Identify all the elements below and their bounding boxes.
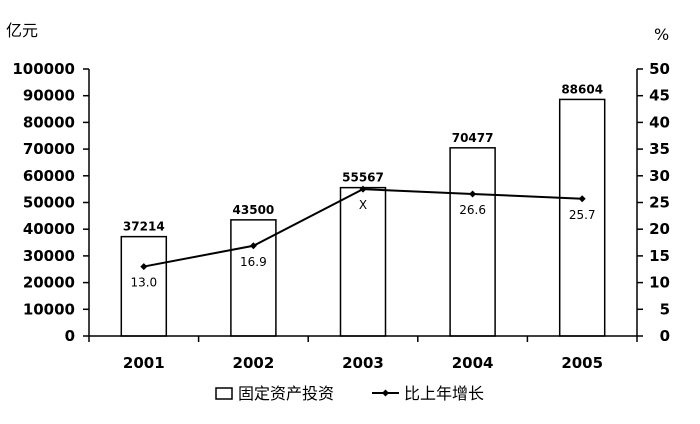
bar-value-label: 43500 — [233, 203, 275, 217]
right-tick-label: 40 — [649, 113, 670, 131]
line-point — [249, 242, 257, 250]
right-tick-label: 25 — [649, 194, 670, 212]
legend-bar-swatch — [215, 387, 233, 400]
legend-line-label: 比上年增长 — [404, 384, 484, 403]
left-tick-label: 40000 — [23, 220, 75, 238]
left-tick-label: 90000 — [23, 87, 75, 105]
x-tick-label: 2005 — [561, 354, 603, 372]
right-tick-label: 35 — [649, 140, 670, 158]
left-tick-label: 30000 — [23, 247, 75, 265]
line-value-label: 25.7 — [569, 208, 596, 222]
legend-bar-label: 固定资产投资 — [238, 384, 334, 403]
right-tick-label: 10 — [649, 274, 670, 292]
bar — [449, 147, 496, 337]
line-point — [140, 263, 148, 271]
left-tick-label: 80000 — [23, 113, 75, 131]
line-value-label: 26.6 — [459, 203, 486, 217]
legend-line-marker — [382, 389, 389, 397]
line-point — [469, 190, 477, 198]
left-axis-unit: 亿元 — [6, 21, 38, 40]
x-tick-label: 2001 — [123, 354, 165, 372]
left-tick-label: 50000 — [23, 194, 75, 212]
right-tick-label: 15 — [649, 247, 670, 265]
x-tick-label: 2002 — [233, 354, 275, 372]
left-tick-label: 20000 — [23, 274, 75, 292]
bar — [120, 235, 168, 337]
line-point — [578, 195, 586, 203]
line-value-label: X — [359, 198, 367, 212]
bar-value-label: 37214 — [123, 220, 165, 234]
right-tick-label: 30 — [649, 167, 670, 185]
bar-value-label: 70477 — [452, 131, 494, 145]
left-tick-label: 60000 — [23, 167, 75, 185]
bar-value-label: 88604 — [561, 82, 603, 96]
left-tick-label: 10000 — [23, 300, 75, 318]
left-tick-label: 70000 — [23, 140, 75, 158]
right-axis-unit: % — [654, 25, 669, 44]
right-tick-label: 45 — [649, 87, 670, 105]
x-tick-label: 2003 — [342, 354, 384, 372]
legend: 固定资产投资 比上年增长 — [215, 384, 484, 403]
right-tick-label: 5 — [660, 300, 670, 318]
right-tick-label: 20 — [649, 220, 670, 238]
plot-layer: 37214 43500 55567 70477 88604 0 10000 20000 3000… — [12, 60, 670, 372]
bar — [558, 98, 606, 337]
x-tick-label: 2004 — [452, 354, 494, 372]
line-value-label: 16.9 — [240, 255, 267, 269]
bar-value-label: 55567 — [342, 171, 384, 185]
bar — [230, 219, 277, 337]
left-tick-label: 100000 — [12, 60, 75, 78]
right-tick-label: 50 — [649, 60, 670, 78]
right-tick-label: 0 — [660, 327, 670, 345]
line-value-label: 13.0 — [130, 276, 157, 290]
left-tick-label: 0 — [65, 327, 75, 345]
line-point — [359, 185, 367, 193]
